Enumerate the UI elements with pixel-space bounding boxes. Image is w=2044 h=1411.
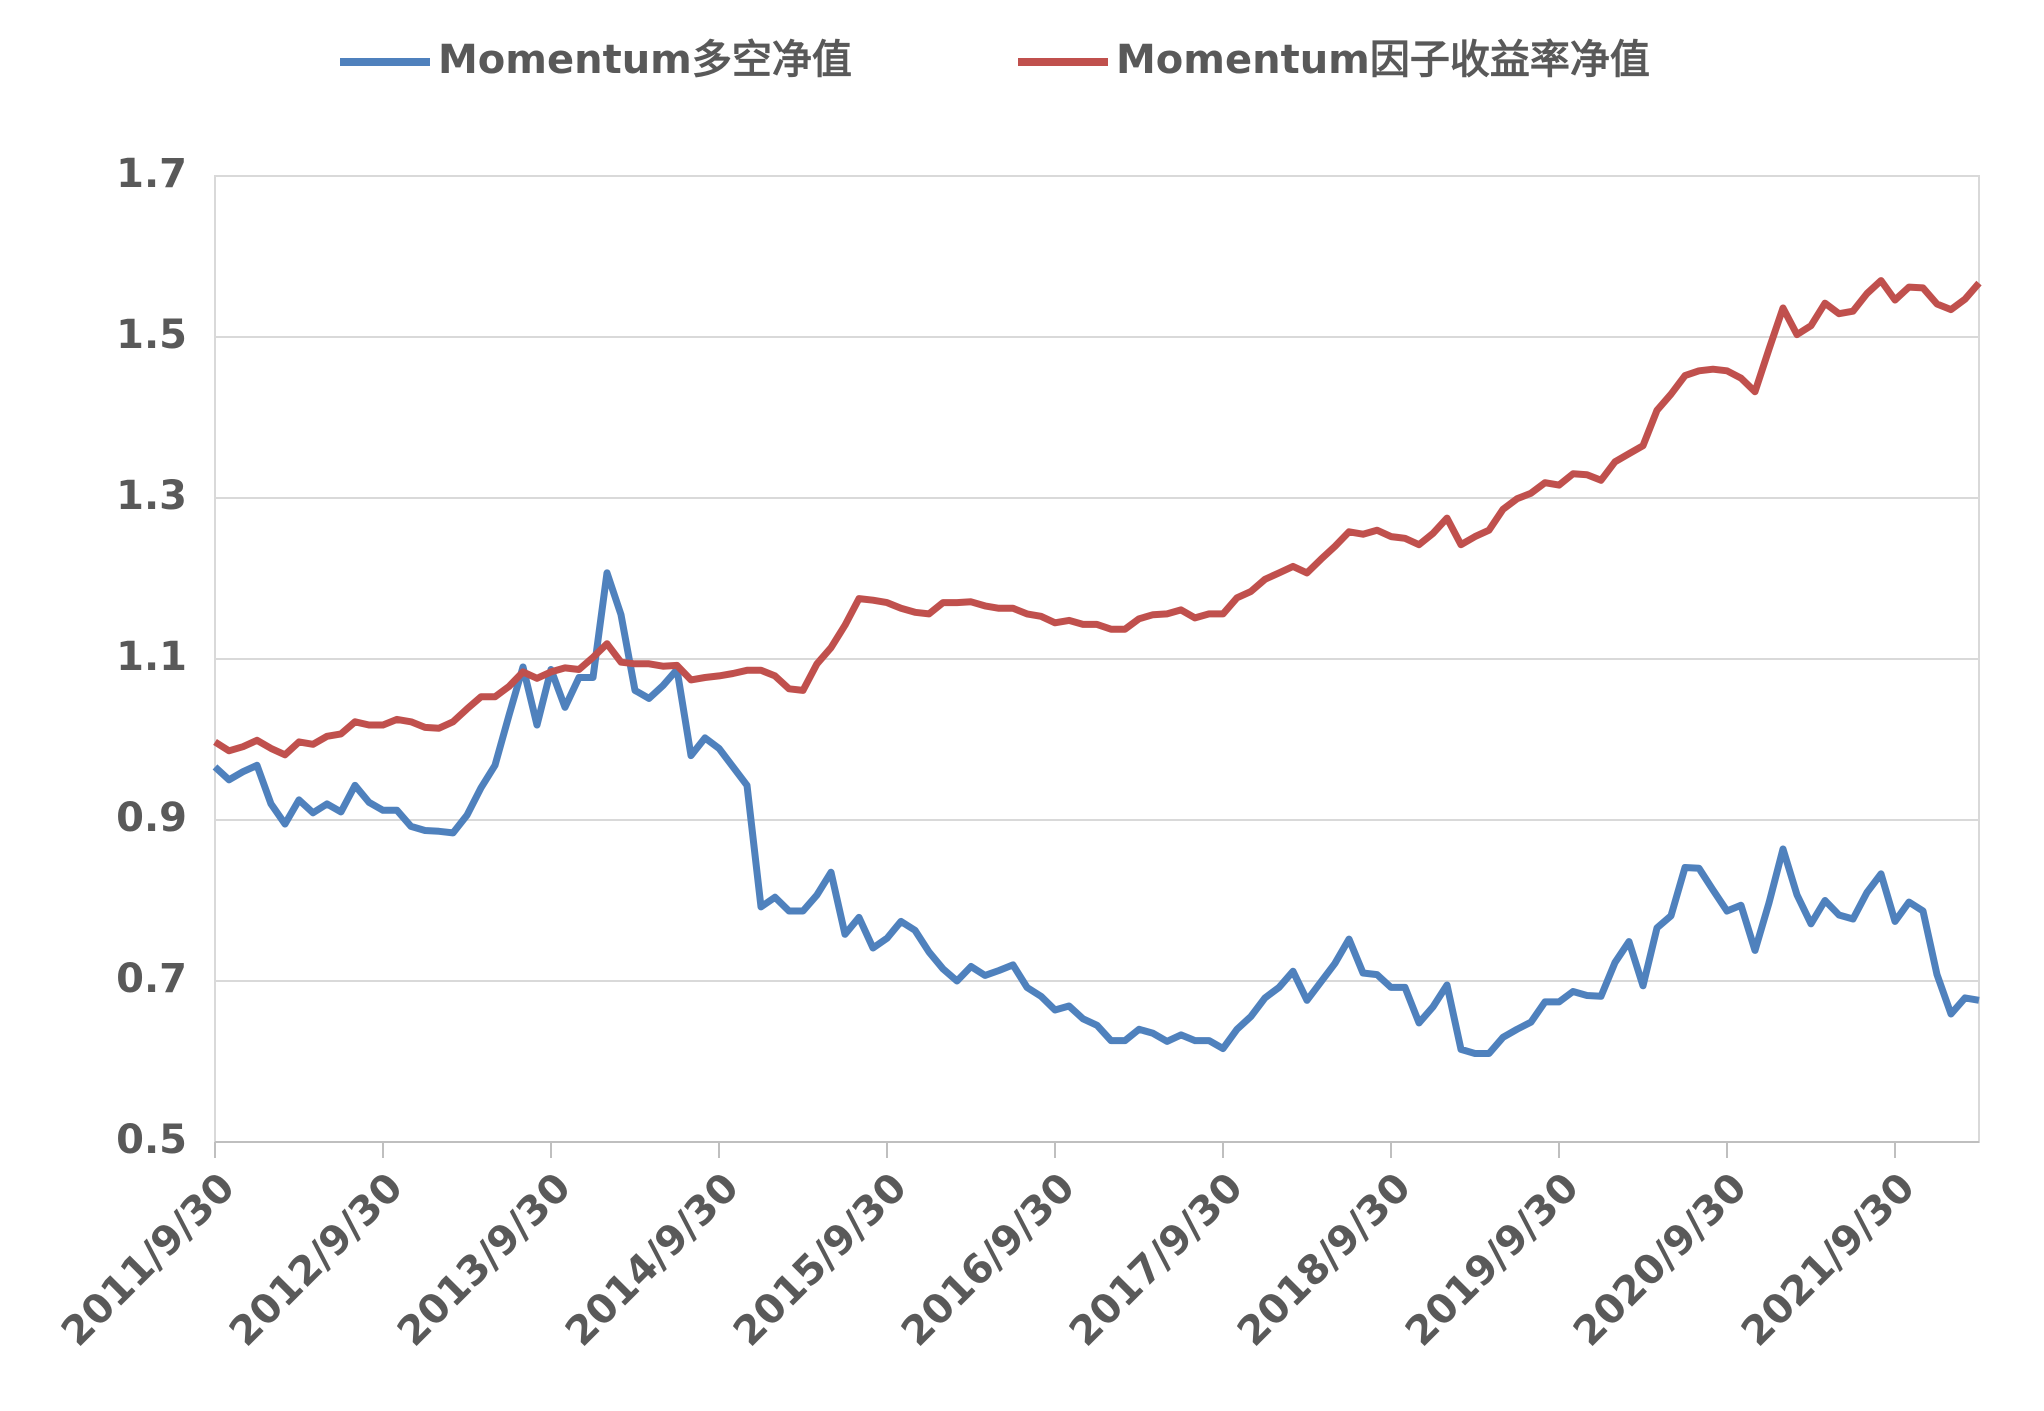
legend-label: Momentum因子收益率净值 (1116, 37, 1650, 83)
x-tick-label: 2015/9/30 (725, 1164, 916, 1355)
legend-label: Momentum多空净值 (438, 37, 852, 83)
y-tick-label: 0.7 (116, 956, 187, 1002)
series-line (213, 277, 1982, 759)
y-tick-label: 0.9 (116, 795, 187, 841)
x-tick-label: 2011/9/30 (53, 1164, 244, 1355)
x-tick-label: 2016/9/30 (893, 1164, 1084, 1355)
y-tick-label: 1.5 (116, 312, 187, 358)
x-tick-label: 2012/9/30 (221, 1164, 412, 1355)
y-tick-label: 1.3 (116, 473, 187, 519)
x-tick-label: 2020/9/30 (1565, 1164, 1756, 1355)
x-tick-label: 2019/9/30 (1397, 1164, 1588, 1355)
y-tick-label: 1.1 (116, 634, 187, 680)
x-tick-label: 2018/9/30 (1229, 1164, 1420, 1355)
x-tick-label: 2013/9/30 (389, 1164, 580, 1355)
y-tick-label: 0.5 (116, 1117, 187, 1163)
series-line (212, 569, 1980, 1057)
x-tick-label: 2021/9/30 (1733, 1164, 1924, 1355)
y-tick-label: 1.7 (116, 151, 187, 197)
x-tick-label: 2017/9/30 (1061, 1164, 1252, 1355)
x-tick-label: 2014/9/30 (557, 1164, 748, 1355)
